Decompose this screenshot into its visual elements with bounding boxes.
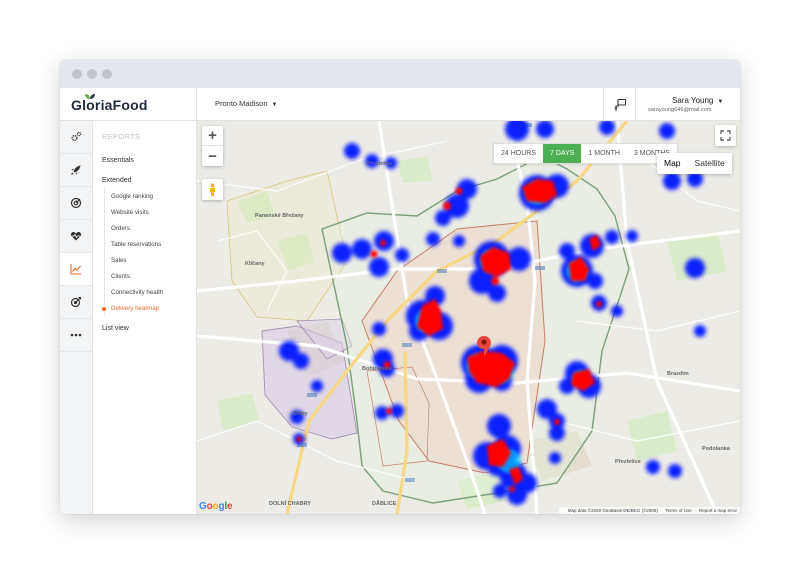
- menu-item-orders[interactable]: Orders: [111, 225, 130, 232]
- rocket-icon: [71, 165, 81, 175]
- range-7-days[interactable]: 7 DAYS: [543, 144, 582, 163]
- caret-down-icon: ▼: [717, 99, 724, 105]
- menu-item-extended[interactable]: Extended: [102, 177, 132, 184]
- sidebar-health[interactable]: [60, 220, 92, 253]
- zoom-in-button[interactable]: +: [202, 126, 223, 146]
- menu-item-clients[interactable]: Clients: [111, 273, 130, 280]
- range-3-months[interactable]: 3 MONTHS: [633, 150, 671, 157]
- sidebar-marketing[interactable]: [60, 187, 92, 220]
- menu-item-essentials[interactable]: Essentials: [102, 157, 134, 164]
- top-bar: GloriaFood Pronto Madison ▼ Sara Young ▼ s…: [60, 88, 740, 121]
- range-24-hours[interactable]: 24 HOURS: [501, 150, 537, 157]
- user-name: Sara Young: [672, 96, 714, 105]
- icon-sidebar: [60, 121, 93, 514]
- sidebar-reports[interactable]: [60, 253, 92, 286]
- fullscreen-button[interactable]: [715, 125, 736, 146]
- window-dot: [87, 69, 97, 79]
- target-icon: [70, 197, 82, 209]
- reports-menu: REPORTS Essentials Extended Google ranki…: [93, 121, 197, 514]
- user-email: sarayoung646@mail.com: [648, 107, 712, 113]
- map-place-label: DĂBLICE: [372, 501, 397, 507]
- map-place-label: Panenské Břežany: [255, 213, 304, 219]
- map-attribution: Map data ©2020 GeoBasis-DE/BKG (©2009) T…: [558, 507, 740, 514]
- window-dot: [102, 69, 112, 79]
- menu-item-google-ranking[interactable]: Google ranking: [111, 193, 153, 200]
- settings-icon: [71, 131, 82, 141]
- caret-down-icon: ▼: [271, 102, 278, 108]
- zoom-control: + −: [202, 126, 223, 166]
- more-icon: [70, 333, 82, 337]
- menu-item-sales[interactable]: Sales: [111, 257, 127, 264]
- terms-link[interactable]: Terms of Use: [665, 508, 692, 513]
- google-logo[interactable]: Google: [199, 501, 233, 512]
- sidebar-more[interactable]: [60, 319, 92, 352]
- restaurant-name: Pronto Madison: [215, 99, 268, 108]
- map-place-label: Brazdim: [667, 371, 689, 377]
- sidebar-launch[interactable]: [60, 154, 92, 187]
- map-data-credit: Map data ©2020 GeoBasis-DE/BKG (©2009): [567, 508, 658, 513]
- map-place-label: Přezletice: [615, 459, 641, 465]
- menu-item-delivery-heatmap[interactable]: Delivery heatmap: [111, 305, 160, 312]
- time-range-selector: 24 HOURS 7 DAYS 1 MONTH 3 MONTHS: [493, 143, 679, 164]
- sidebar-settings[interactable]: [60, 121, 92, 154]
- goal-icon: [70, 296, 82, 308]
- brand-logo[interactable]: GloriaFood: [60, 88, 197, 121]
- sidebar-goals[interactable]: [60, 286, 92, 319]
- window-chrome: [60, 60, 740, 88]
- menu-title: REPORTS: [102, 132, 141, 141]
- pegman-icon: [210, 183, 215, 196]
- map-place-label: Podolanka: [702, 446, 730, 452]
- user-menu[interactable]: Sara Young ▼: [672, 96, 723, 105]
- map-type-map[interactable]: Map: [664, 158, 681, 168]
- menu-item-connectivity-health[interactable]: Connectivity health: [111, 289, 164, 296]
- widget-icon: [614, 98, 626, 111]
- map-canvas: [197, 121, 740, 514]
- map-place-label: Zdiby: [293, 411, 308, 417]
- zoom-out-button[interactable]: −: [208, 147, 217, 165]
- restaurant-pin-icon[interactable]: [477, 336, 491, 357]
- restaurant-selector[interactable]: Pronto Madison ▼: [215, 99, 277, 108]
- street-view-button[interactable]: [202, 179, 223, 200]
- fullscreen-icon: [720, 130, 731, 141]
- map-place-label: Bořanovice: [362, 366, 392, 372]
- app-window: GloriaFood Pronto Madison ▼ Sara Young ▼ s…: [60, 60, 740, 514]
- brand-name: GloriaFood: [71, 97, 148, 113]
- map-place-label: DOLNÍ CHABRY: [269, 501, 311, 507]
- menu-item-website-visits[interactable]: Website visits: [111, 209, 149, 216]
- heart-pulse-icon: [70, 232, 82, 241]
- chart-icon: [70, 264, 81, 275]
- range-1-month[interactable]: 1 MONTH: [588, 150, 620, 157]
- ordering-widget-button[interactable]: [603, 88, 636, 121]
- map-place-label: Přezletice: [367, 161, 393, 167]
- submenu-line: [104, 187, 105, 315]
- window-dot: [72, 69, 82, 79]
- menu-item-list-view[interactable]: List view: [102, 325, 129, 332]
- menu-item-table-reservations[interactable]: Table reservations: [111, 241, 162, 248]
- report-error-link[interactable]: Report a map error: [698, 508, 737, 513]
- map-place-label: Klíčany: [245, 261, 265, 267]
- active-indicator: [102, 307, 106, 311]
- map-type-satellite[interactable]: Satellite: [694, 158, 725, 168]
- delivery-heatmap-map[interactable]: Přezletice Klíčany Brazdim Podolanka DOL…: [197, 121, 740, 514]
- leaf-icon: [85, 94, 95, 99]
- map-type-control: Map Satellite: [657, 153, 732, 174]
